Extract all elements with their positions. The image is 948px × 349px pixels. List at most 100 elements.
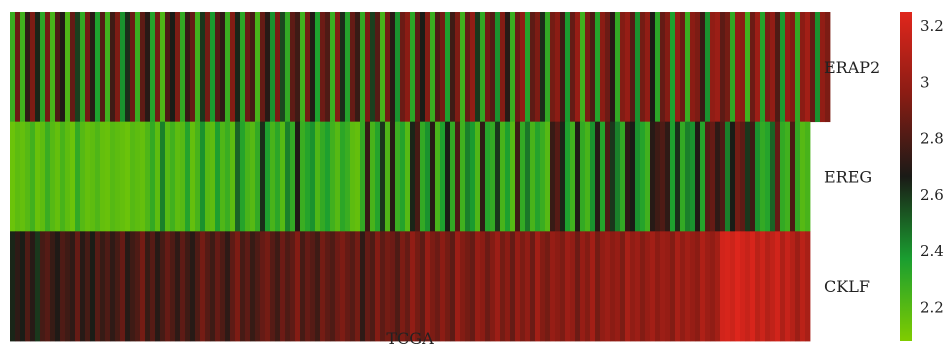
heatmap-cell (510, 231, 516, 342)
heatmap-cell (345, 12, 351, 123)
heatmap-cell (315, 12, 321, 123)
heatmap-cell (440, 231, 446, 342)
heatmap-cell (175, 231, 181, 342)
heatmap-cell (625, 231, 631, 342)
heatmap-cell (60, 12, 66, 123)
heatmap-cell (305, 12, 311, 123)
heatmap-cell (35, 121, 41, 232)
heatmap-cell (765, 231, 771, 342)
heatmap-cell (610, 231, 616, 342)
heatmap-cell (545, 121, 551, 232)
heatmap-cell (440, 12, 446, 123)
heatmap-cell (155, 231, 161, 342)
heatmap-cell (480, 12, 486, 123)
heatmap-cell (130, 121, 136, 232)
heatmap-cell (390, 12, 396, 123)
heatmap-cell (410, 231, 416, 342)
heatmap-cell (715, 12, 721, 123)
heatmap-cell (95, 121, 101, 232)
heatmap-cell (790, 231, 796, 342)
heatmap-cell (245, 121, 251, 232)
heatmap-cell (660, 121, 666, 232)
heatmap-cell (115, 231, 121, 342)
heatmap-cell (810, 12, 816, 123)
heatmap-cell (560, 231, 566, 342)
heatmap-cell (395, 231, 401, 342)
heatmap-cell (630, 12, 636, 123)
heatmap-cell (660, 231, 666, 342)
heatmap-cell (365, 12, 371, 123)
heatmap-cell (625, 121, 631, 232)
heatmap-cell (635, 12, 641, 123)
heatmap-cell (725, 12, 731, 123)
heatmap-cell (450, 121, 456, 232)
heatmap-cell (385, 12, 391, 123)
heatmap-cell (295, 12, 301, 123)
heatmap-cell (335, 121, 341, 232)
heatmap-cell (425, 12, 431, 123)
heatmap-cell (520, 12, 526, 123)
heatmap-cell (240, 231, 246, 342)
heatmap-cell (370, 12, 376, 123)
heatmap-cell (15, 231, 21, 342)
heatmap-cell (355, 231, 361, 342)
colorbar-ticks: 2.2 2.4 2.6 2.8 3 3.2 (920, 17, 944, 316)
heatmap-cell (25, 121, 31, 232)
heatmap-cell (160, 121, 166, 232)
heatmap-cell (780, 12, 786, 123)
heatmap-cell (375, 12, 381, 123)
heatmap-cell (340, 12, 346, 123)
colorbar (900, 12, 912, 341)
heatmap-cell (450, 12, 456, 123)
heatmap-cell (225, 121, 231, 232)
heatmap-cell (790, 12, 796, 123)
heatmap-cell (65, 231, 71, 342)
heatmap-cell (330, 12, 336, 123)
heatmap-cell (505, 12, 511, 123)
heatmap-cell (410, 121, 416, 232)
heatmap-cell (60, 231, 66, 342)
heatmap-cell (540, 12, 546, 123)
heatmap-cell (565, 121, 571, 232)
heatmap-cell (335, 12, 341, 123)
heatmap-cell (380, 121, 386, 232)
heatmap-cell (605, 12, 611, 123)
heatmap-cell (245, 231, 251, 342)
heatmap-cell (310, 12, 316, 123)
heatmap-cell (695, 231, 701, 342)
heatmap-cell (150, 121, 156, 232)
heatmap-cell (280, 12, 286, 123)
heatmap-cell (350, 12, 356, 123)
heatmap-cell (755, 12, 761, 123)
heatmap-cell (100, 231, 106, 342)
heatmap-cell (210, 121, 216, 232)
heatmap-cell (405, 121, 411, 232)
heatmap-cell (165, 121, 171, 232)
heatmap-cell (75, 121, 81, 232)
heatmap-cell (20, 121, 26, 232)
heatmap-cell (340, 231, 346, 342)
heatmap-cell (760, 121, 766, 232)
x-axis-title: TCGA (386, 329, 434, 348)
heatmap-cell (550, 121, 556, 232)
heatmap-cell (200, 231, 206, 342)
heatmap-cell (405, 231, 411, 342)
heatmap-cell (750, 12, 756, 123)
heatmap-cell (115, 121, 121, 232)
heatmap-cell (365, 121, 371, 232)
heatmap-cell (720, 231, 726, 342)
heatmap-cell (380, 12, 386, 123)
heatmap-cell (655, 12, 661, 123)
heatmap-cell (135, 231, 141, 342)
heatmap-cell (55, 12, 61, 123)
heatmap-cell (325, 121, 331, 232)
heatmap-cell (540, 121, 546, 232)
heatmap-cell (620, 12, 626, 123)
heatmap-cell (800, 121, 806, 232)
heatmap-cell (770, 12, 776, 123)
heatmap-cell (145, 121, 151, 232)
heatmap-cell (705, 231, 711, 342)
heatmap-cell (165, 12, 171, 123)
heatmap-cell (490, 12, 496, 123)
heatmap-cell (255, 121, 261, 232)
